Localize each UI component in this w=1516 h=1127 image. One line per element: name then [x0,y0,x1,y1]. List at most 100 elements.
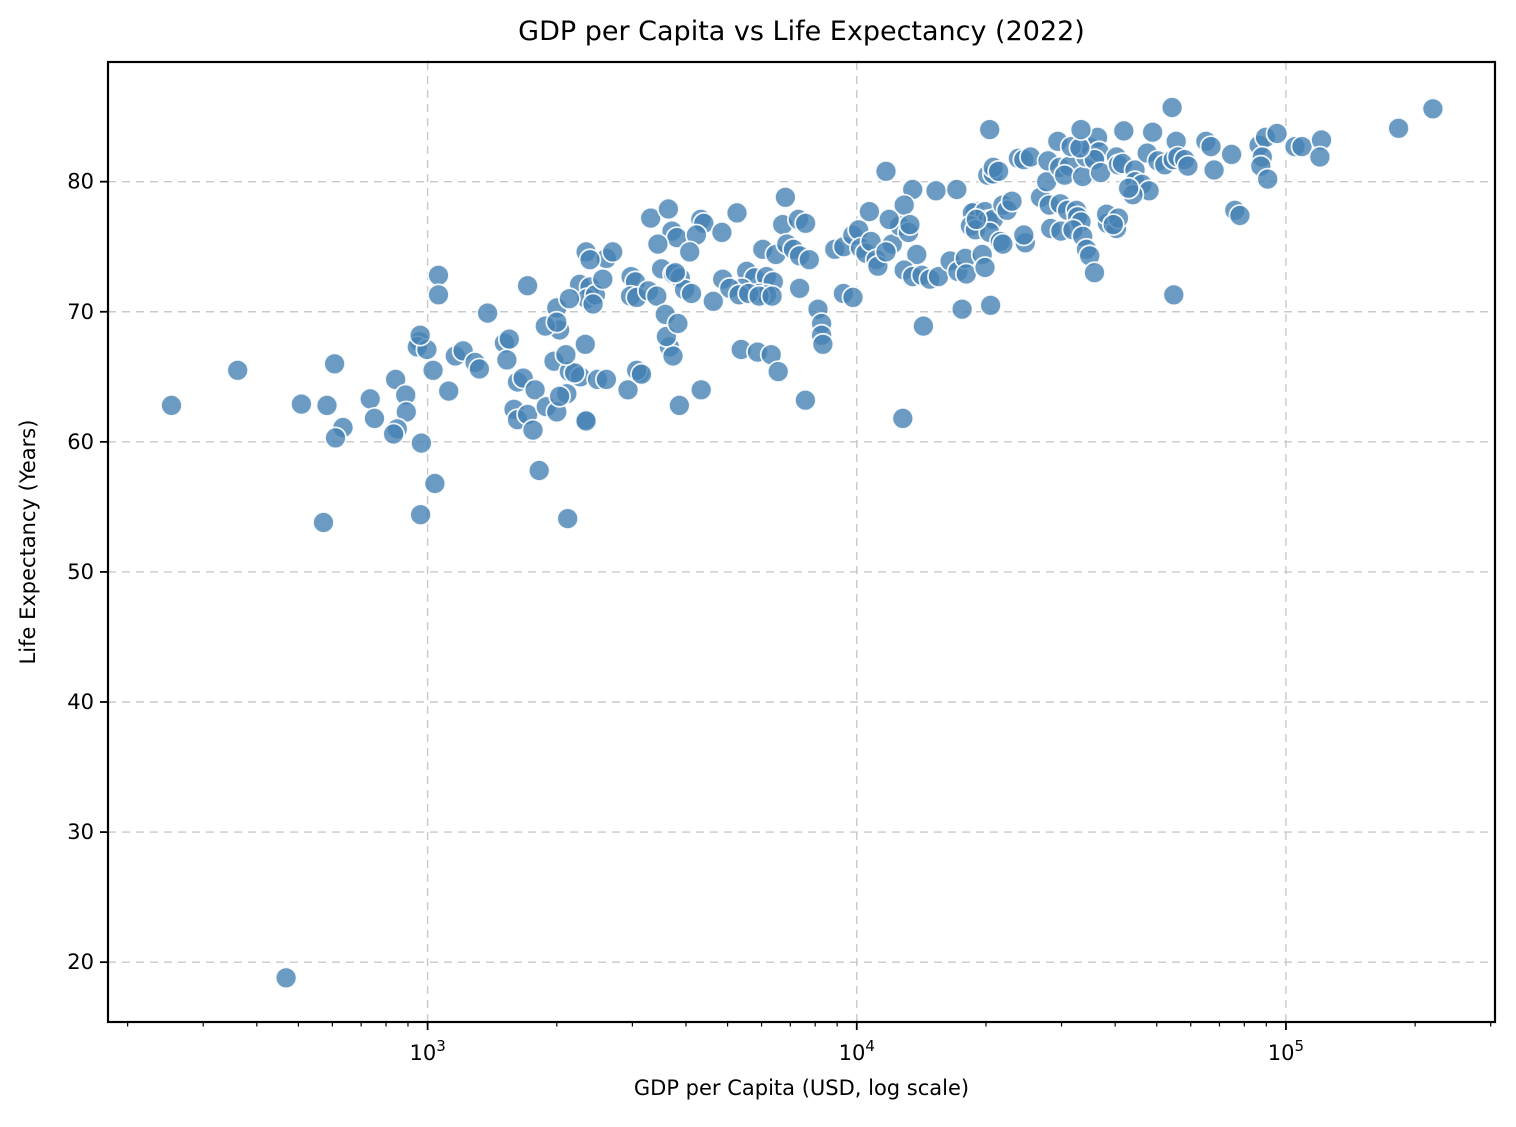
data-point [965,207,988,231]
data-point [1220,142,1243,166]
data-point [891,406,915,430]
data-point [1141,120,1164,144]
data-point [574,409,598,433]
data-point [725,201,749,225]
data-point [945,178,969,201]
y-tick-label: 50 [67,560,94,584]
data-point [495,348,519,372]
data-point [701,289,725,313]
data-point [794,211,817,235]
data-point [1112,119,1136,143]
data-point [1265,122,1289,145]
data-point [645,284,669,308]
data-point [657,197,680,221]
y-tick-label: 70 [67,300,94,324]
data-point [630,362,653,386]
data-point [382,422,406,446]
data-point [760,284,784,308]
data-point [556,507,580,530]
data-point [315,393,339,417]
data-point [437,379,461,403]
data-point [1162,283,1186,307]
data-point [1199,135,1223,159]
data-point [664,261,687,285]
data-point [991,232,1015,256]
data-point [678,240,702,264]
data-point [841,285,865,309]
data-point [877,207,901,231]
data-point [427,263,450,287]
data-point [1421,97,1445,121]
data-point [616,378,640,402]
y-tick-label: 60 [67,430,94,454]
data-point [710,220,734,244]
data-point [409,431,433,455]
data-point [973,256,997,279]
y-tick-label: 30 [67,820,94,844]
data-point [1256,167,1280,191]
chart-title: GDP per Capita vs Life Expectancy (2022) [518,16,1085,47]
data-point [668,393,691,417]
data-point [563,361,586,385]
data-point [1308,145,1332,169]
data-point [545,310,569,334]
data-point [601,240,625,264]
y-tick-label: 80 [67,170,94,194]
data-point [898,213,922,237]
data-point [423,472,447,495]
data-point [323,352,347,376]
x-tick-label: 105 [1268,1037,1304,1065]
data-point [521,418,545,442]
data-point [516,274,539,298]
data-point [226,358,250,382]
data-point [1012,223,1036,247]
data-point [274,966,298,990]
data-point [324,426,347,450]
data-point [408,323,432,347]
x-tick-label: 103 [409,1037,445,1065]
data-point [289,392,313,416]
data-point [358,387,382,411]
data-point [646,232,670,256]
data-point [1202,158,1226,182]
data-point [1101,213,1125,237]
data-point [421,358,445,382]
x-axis-label: GDP per Capita (USD, log scale) [633,1076,970,1100]
data-point [1083,261,1106,285]
data-point [950,297,974,321]
data-point [689,378,713,402]
data-point [661,344,685,368]
data-point [858,200,881,224]
data-point [1228,204,1252,227]
data-point [1069,118,1093,142]
data-point [595,367,618,391]
data-point [427,283,450,307]
data-point [581,292,605,316]
data-point [912,314,935,338]
data-point [1000,189,1024,213]
data-point [1117,176,1140,200]
data-point [794,388,817,412]
data-point [874,240,898,264]
data-point [979,293,1002,317]
data-point [312,511,335,534]
data-point [639,206,663,230]
data-point [766,360,790,384]
data-point [874,159,898,183]
data-point [573,332,597,356]
data-point [1160,96,1184,119]
data-point [797,248,821,272]
data-point [497,327,521,351]
data-point [363,406,386,430]
data-point [523,378,547,402]
data-point [788,276,811,300]
data-point [1387,116,1410,140]
plot-border [106,60,1497,1024]
data-point [527,459,551,482]
data-point [548,384,571,408]
y-tick-label: 40 [67,690,94,714]
y-axis-label: Life Expectancy (Years) [16,419,40,665]
data-point [680,282,703,305]
